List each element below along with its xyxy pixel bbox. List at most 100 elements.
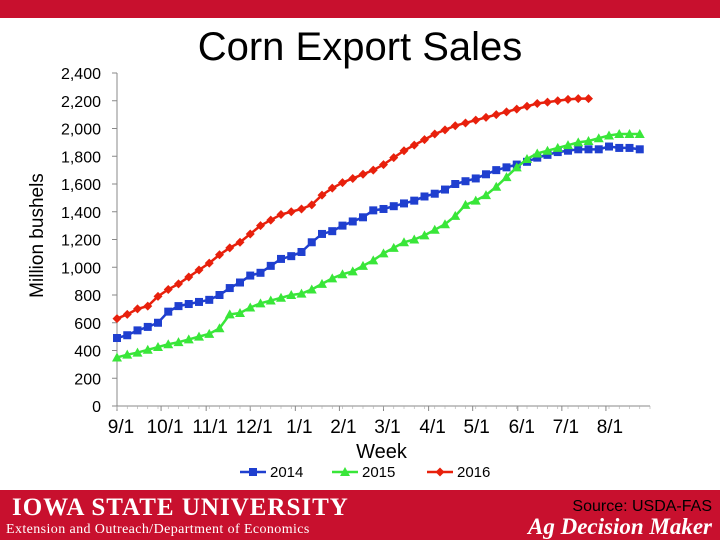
- point-2016: [502, 107, 511, 117]
- x-tick-label: 6/1: [509, 417, 535, 438]
- y-tick-label: 1,800: [61, 149, 101, 166]
- y-tick-label: 1,200: [61, 233, 101, 250]
- point-2016: [225, 243, 235, 253]
- point-2015: [511, 162, 522, 172]
- x-tick-label: 1/1: [286, 417, 312, 438]
- point-2014: [184, 300, 193, 309]
- point-2015: [194, 331, 204, 341]
- point-2015: [440, 219, 450, 229]
- legend-label-2015: 2015: [362, 464, 395, 481]
- point-2015: [429, 224, 440, 234]
- point-2016: [563, 94, 573, 104]
- y-tick-label: 1,400: [61, 205, 101, 222]
- point-2014: [471, 174, 480, 183]
- point-2016: [297, 204, 306, 214]
- point-2015: [583, 135, 594, 145]
- point-2015: [317, 278, 327, 288]
- department-text: Extension and Outreach/Department of Eco…: [6, 522, 310, 537]
- x-tick-label: 10/1: [147, 417, 184, 438]
- point-2015: [286, 290, 297, 299]
- point-2014: [256, 268, 265, 277]
- point-2015: [163, 339, 174, 349]
- export-sales-chart: 0 200 400 600 800 1,000 1,200 1,400 1,600 1,800 2,…: [27, 66, 651, 481]
- y-tick-label: 0: [92, 399, 101, 416]
- point-2014: [236, 278, 244, 287]
- point-2014: [553, 148, 562, 157]
- point-2015: [532, 148, 543, 158]
- point-2016: [184, 272, 194, 282]
- point-2015: [552, 142, 563, 152]
- point-2015: [183, 334, 194, 344]
- point-2014: [318, 229, 326, 238]
- point-2015: [409, 234, 420, 244]
- point-2015: [399, 237, 409, 247]
- point-2014: [215, 291, 224, 299]
- point-2016: [276, 210, 286, 220]
- point-2015: [624, 129, 635, 139]
- point-2015: [245, 302, 256, 312]
- point-2016: [204, 258, 214, 268]
- point-2015: [358, 260, 368, 270]
- point-2015: [204, 328, 215, 338]
- point-2016: [532, 99, 542, 109]
- point-2014: [410, 196, 419, 205]
- point-2016: [235, 237, 245, 247]
- point-2016: [399, 146, 409, 156]
- point-2014: [389, 202, 398, 211]
- legend-label-2016: 2016: [457, 464, 490, 481]
- legend-marker-2016: [435, 467, 445, 477]
- point-2014: [400, 199, 408, 208]
- point-2016: [348, 173, 358, 183]
- point-2014: [225, 284, 234, 293]
- point-2016: [143, 301, 153, 311]
- legend-marker-2015: [340, 467, 350, 476]
- point-2014: [625, 143, 634, 152]
- x-tick-label: 11/1: [192, 417, 228, 438]
- point-2015: [419, 230, 430, 240]
- y-tick-label: 600: [74, 316, 101, 333]
- point-2014: [338, 221, 347, 230]
- point-2016: [481, 112, 491, 122]
- point-2016: [491, 110, 501, 120]
- point-2016: [573, 94, 583, 104]
- point-2015: [470, 195, 481, 205]
- x-tick-label: 4/1: [419, 417, 445, 438]
- point-2015: [306, 284, 317, 294]
- point-2016: [338, 178, 347, 188]
- point-2016: [420, 135, 429, 145]
- x-tick-label: 2/1: [330, 417, 356, 438]
- point-2015: [214, 323, 225, 333]
- x-tick-label: 8/1: [597, 417, 623, 438]
- x-axis-title: Week: [356, 441, 408, 463]
- point-2016: [112, 314, 122, 324]
- y-tick-label: 400: [74, 344, 101, 361]
- point-2015: [224, 309, 235, 319]
- point-2015: [522, 154, 532, 164]
- point-2014: [584, 145, 593, 154]
- top-accent-bar: [0, 0, 720, 18]
- point-2015: [573, 137, 584, 147]
- brand-text: Ag Decision Maker: [528, 514, 712, 539]
- point-2014: [246, 271, 255, 280]
- point-2014: [113, 334, 121, 343]
- point-2014: [605, 142, 613, 151]
- point-2014: [328, 227, 337, 236]
- point-2016: [512, 104, 522, 114]
- point-2016: [430, 129, 440, 139]
- point-2015: [388, 242, 399, 252]
- point-2014: [574, 145, 583, 154]
- point-2014: [369, 206, 378, 215]
- y-axis-title: Million bushels: [27, 173, 48, 298]
- point-2014: [635, 145, 644, 154]
- point-2015: [491, 181, 502, 191]
- point-2015: [112, 352, 122, 362]
- point-2014: [195, 297, 203, 306]
- point-2014: [154, 318, 162, 327]
- point-2015: [153, 342, 163, 352]
- point-2015: [501, 172, 512, 182]
- point-2015: [122, 349, 133, 359]
- point-2014: [420, 192, 429, 201]
- point-2015: [347, 266, 358, 276]
- y-tick-label: 1,000: [61, 260, 101, 277]
- point-2016: [174, 279, 183, 289]
